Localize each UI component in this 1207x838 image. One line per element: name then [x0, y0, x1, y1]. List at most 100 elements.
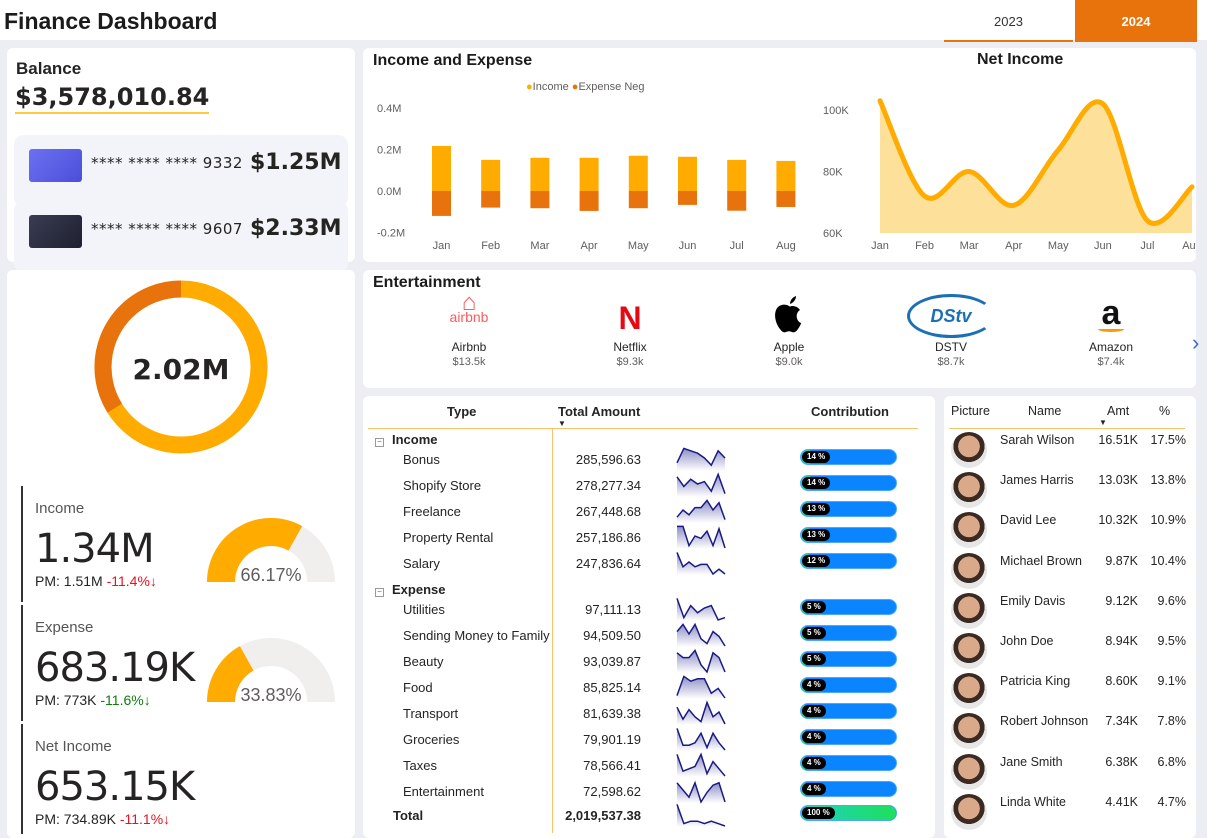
kpi-value: 683.19K — [35, 645, 195, 691]
row-label: Transport — [403, 706, 459, 721]
bar-income[interactable] — [481, 159, 501, 191]
table-row[interactable]: Property Rental 257,186.86 13 % — [363, 524, 923, 550]
bar-expense[interactable] — [432, 191, 451, 216]
entertainment-item-airbnb[interactable]: ⌂ airbnb Airbnb $13.5k — [414, 291, 524, 369]
total-row[interactable]: Total 2,019,537.38 100 % — [363, 802, 923, 828]
bar-income[interactable] — [432, 145, 451, 191]
contribution-bar: 5 % — [800, 625, 897, 641]
chart-legend: ●Income ●Expense Neg — [526, 81, 645, 93]
x-tick-label: Aug — [1182, 240, 1196, 252]
x-tick-label: Jul — [730, 240, 744, 252]
entertainment-item-amazon[interactable]: a Amazon $7.4k — [1056, 296, 1166, 368]
person-name: Jane Smith — [1000, 754, 1063, 769]
table-row[interactable]: Bonus 285,596.63 14 % — [363, 446, 923, 472]
person-row[interactable]: Michael Brown 9.87K 10.4% — [944, 551, 1186, 591]
person-row[interactable]: Linda White 4.41K 4.7% — [944, 792, 1186, 832]
group-label: Income — [392, 432, 438, 447]
column-header-contribution[interactable]: Contribution — [811, 404, 889, 419]
row-amount: 81,639.38 — [583, 706, 641, 721]
person-row[interactable]: Patricia King 8.60K 9.1% — [944, 671, 1186, 711]
column-header-picture[interactable]: Picture — [951, 404, 990, 418]
bar-expense[interactable] — [481, 191, 501, 208]
person-row[interactable]: James Harris 13.03K 13.8% — [944, 470, 1186, 510]
x-tick-label: Mar — [960, 240, 979, 252]
bar-expense[interactable] — [579, 191, 599, 211]
entertainment-item-apple[interactable]: Apple $9.0k — [734, 296, 844, 368]
bar-expense[interactable] — [628, 191, 648, 209]
sort-desc-icon[interactable]: ▼ — [558, 419, 566, 428]
entertainment-item-dstv[interactable]: DStv DSTV $8.7k — [896, 294, 1006, 368]
person-row[interactable]: Sarah Wilson 16.51K 17.5% — [944, 430, 1186, 470]
bar-income[interactable] — [530, 157, 550, 191]
contribution-bar: 4 % — [800, 677, 897, 693]
sparkline — [676, 552, 726, 576]
sparkline — [676, 675, 726, 699]
person-row[interactable]: Robert Johnson 7.34K 7.8% — [944, 711, 1186, 751]
bar-expense[interactable] — [678, 191, 697, 205]
entertainment-name: Amazon — [1088, 340, 1134, 354]
person-name: John Doe — [1000, 634, 1054, 648]
table-row[interactable]: Taxes 78,566.41 4 % — [363, 752, 923, 778]
tab-year-2024[interactable]: 2024 — [1075, 0, 1197, 42]
group-income[interactable]: − Income — [375, 432, 438, 447]
kpi-net-income: Net Income 653.15K PM: 734.89K -11.1%↓ — [21, 724, 351, 834]
next-arrow-icon[interactable]: › — [1192, 330, 1200, 355]
row-label: Groceries — [403, 732, 460, 747]
x-tick-label: Apr — [581, 240, 598, 252]
bar-income[interactable] — [628, 155, 648, 191]
bar-income[interactable] — [727, 159, 747, 191]
column-header-amt[interactable]: Amt — [1107, 404, 1130, 418]
column-header-total-amount[interactable]: Total Amount — [558, 404, 641, 419]
table-row[interactable]: Food 85,825.14 4 % — [363, 674, 923, 700]
net-income-chart: 100K 80K 60K Jan Feb Mar Apr May Jun Jul Aug — [823, 98, 1196, 252]
person-row[interactable]: David Lee 10.32K 10.9% — [944, 510, 1186, 550]
sort-desc-icon[interactable]: ▼ — [1099, 418, 1107, 427]
bar-expense[interactable] — [727, 191, 747, 211]
table-row[interactable]: Utilities 97,111.13 5 % — [363, 596, 923, 622]
bar-income[interactable] — [678, 156, 697, 191]
bar-expense[interactable] — [776, 191, 796, 207]
x-tick-label: Jan — [871, 240, 889, 252]
avatar — [951, 633, 987, 669]
table-row[interactable]: Transport 81,639.38 4 % — [363, 700, 923, 726]
entertainment-value: $9.3k — [616, 356, 644, 368]
legend-label: Expense Neg — [578, 81, 645, 93]
x-tick-label: Apr — [1005, 240, 1022, 252]
column-header-percent[interactable]: % — [1159, 404, 1171, 418]
table-row[interactable]: Groceries 79,901.19 4 % — [363, 726, 923, 752]
bar-income[interactable] — [579, 157, 599, 191]
sparkline — [676, 752, 726, 777]
netflix-logo-icon: N — [618, 300, 642, 336]
tab-year-2023[interactable]: 2023 — [944, 0, 1073, 42]
person-name: Emily Davis — [1000, 593, 1066, 608]
bar-income[interactable] — [776, 160, 796, 191]
avatar — [951, 713, 987, 750]
card-row[interactable]: **** **** **** 9607 $2.33M — [14, 201, 348, 273]
card-row[interactable]: **** **** **** 9332 $1.25M — [14, 135, 348, 207]
table-row[interactable]: Sending Money to Family 94,509.50 5 % — [363, 622, 923, 648]
group-expense[interactable]: − Expense — [375, 582, 445, 597]
person-name: Sarah Wilson — [1000, 433, 1075, 447]
table-row[interactable]: Beauty 93,039.87 5 % — [363, 648, 923, 674]
entertainment-panel: Entertainment › — [363, 270, 1200, 388]
table-row[interactable]: Entertainment 72,598.62 4 % — [363, 778, 923, 804]
collapse-icon[interactable]: − — [375, 438, 384, 447]
bar-expense[interactable] — [530, 191, 550, 209]
chart-title: Income and Expense — [373, 52, 533, 69]
person-row[interactable]: John Doe 8.94K 9.5% — [944, 631, 1186, 671]
person-name: Linda White — [1000, 794, 1067, 809]
table-row[interactable]: Freelance 267,448.68 13 % — [363, 498, 923, 524]
person-row[interactable]: Jane Smith 6.38K 6.8% — [944, 752, 1186, 792]
kpi-change: -11.6% — [100, 692, 144, 708]
table-row[interactable]: Salary 247,836.64 12 % — [363, 550, 923, 576]
contribution-bar: 12 % — [800, 553, 897, 569]
table-row[interactable]: Shopify Store 278,277.34 14 % — [363, 472, 923, 498]
collapse-icon[interactable]: − — [375, 588, 384, 597]
person-amount: 13.03K — [1098, 473, 1138, 488]
person-row[interactable]: Emily Davis 9.12K 9.6% — [944, 591, 1186, 631]
column-header-name[interactable]: Name — [1028, 404, 1062, 418]
entertainment-item-netflix[interactable]: N Netflix $9.3k — [575, 296, 685, 368]
gauge-label: 33.83% — [240, 685, 301, 705]
income-expense-chart: 0.4M 0.2M 0.0M -0.2M Jan Feb Mar Apr May Jun Jul Au… — [377, 103, 796, 252]
column-header-type[interactable]: Type — [447, 404, 477, 419]
